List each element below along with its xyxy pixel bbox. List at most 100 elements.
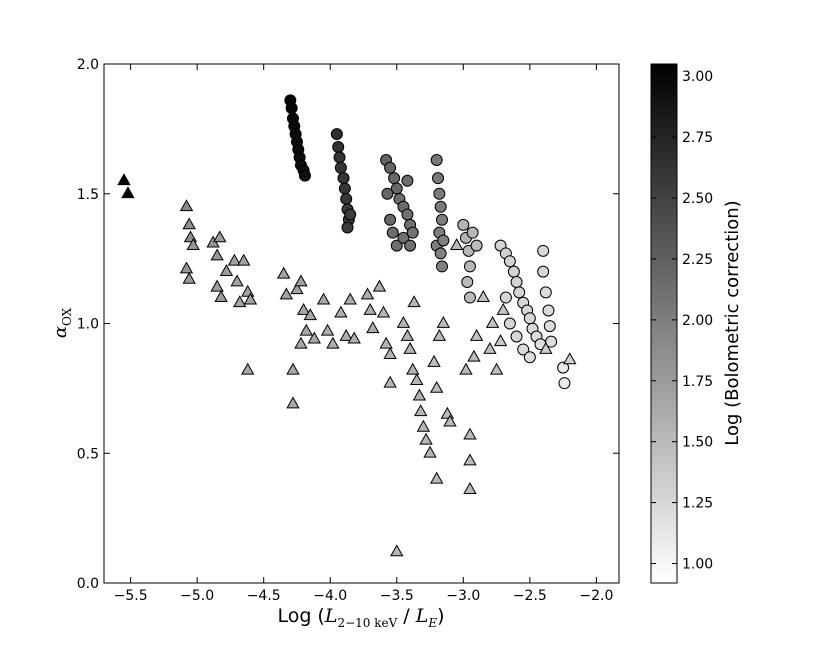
y-tick-label: 1.5 <box>77 187 99 203</box>
triangle-point <box>182 217 196 230</box>
triangle-point <box>179 261 194 274</box>
circle-point <box>557 361 570 374</box>
circle-point <box>463 291 476 304</box>
circle-point <box>437 234 450 247</box>
triangle-point <box>343 292 357 305</box>
x-tick-label: −2.5 <box>513 588 547 604</box>
circle-point <box>401 208 414 221</box>
triangle-point <box>339 328 353 341</box>
circle-point <box>337 172 350 185</box>
triangle-point <box>493 334 508 347</box>
circle-point <box>434 247 447 260</box>
triangle-point <box>290 282 304 295</box>
triangle-point <box>276 266 291 279</box>
triangle-point <box>432 328 447 341</box>
triangle-point <box>419 432 433 445</box>
circle-point <box>543 320 556 333</box>
triangle-point <box>400 328 415 341</box>
triangle-point <box>117 173 131 186</box>
circle-point <box>333 151 346 164</box>
triangle-point <box>416 419 431 432</box>
circle-point <box>523 351 536 364</box>
circle-point <box>503 255 516 268</box>
circle-point <box>461 275 474 288</box>
triangle-point <box>443 414 457 427</box>
circle-point <box>390 239 403 252</box>
colorbar-tick-label: 1.75 <box>682 374 713 390</box>
circle-point <box>436 213 449 226</box>
x-tick-label: −2.0 <box>579 588 613 604</box>
triangle-point <box>237 253 251 266</box>
triangle-point <box>227 253 242 266</box>
triangle-point <box>230 274 244 287</box>
x-tick-label: −5.0 <box>180 588 214 604</box>
circle-point <box>466 226 479 239</box>
circle-point <box>285 102 298 115</box>
triangle-point <box>467 349 481 362</box>
colorbar-tick-label: 2.25 <box>682 252 713 268</box>
x-label-prefix: Log ( <box>277 605 324 627</box>
triangle-point <box>427 354 441 367</box>
circle-point <box>539 286 552 299</box>
x-tick-label: −4.5 <box>247 588 281 604</box>
triangle-point <box>320 323 335 336</box>
x-label-suffix: ) <box>437 605 444 627</box>
colorbar-tick-label: 3.00 <box>682 69 713 85</box>
circle-point <box>330 128 343 141</box>
triangle-point <box>383 375 397 388</box>
triangle-point <box>489 362 504 375</box>
triangle-point <box>303 308 317 321</box>
circle-point <box>510 275 523 288</box>
x-tick-label: −5.5 <box>114 588 148 604</box>
triangle-point <box>469 328 484 341</box>
triangle-point <box>182 271 196 284</box>
circle-point <box>542 304 555 317</box>
marks <box>117 94 577 557</box>
x-tick-label: −4.0 <box>313 588 347 604</box>
triangle-point <box>316 292 331 305</box>
triangle-point <box>372 279 387 292</box>
triangle-point <box>286 362 300 375</box>
triangle-point <box>296 303 311 315</box>
triangle-point <box>406 362 420 375</box>
triangle-point <box>410 373 424 385</box>
circle-point <box>513 286 526 299</box>
triangle-point <box>210 279 224 292</box>
circle-point <box>381 187 394 200</box>
colorbar-tick-label: 1.00 <box>682 557 713 573</box>
triangle-point <box>210 248 224 261</box>
circle-point <box>406 226 419 239</box>
x-axis-label: Log (L2−10 keV / LE) <box>277 605 444 630</box>
y-axis-label: αOX <box>50 307 74 338</box>
colorbar-tick-label: 2.00 <box>682 313 713 329</box>
triangle-point <box>299 323 313 336</box>
circle-point <box>430 154 443 167</box>
circle-point <box>510 330 523 343</box>
triangle-point <box>563 352 577 365</box>
colorbar-tick-label: 1.50 <box>682 435 713 451</box>
plot-area <box>104 64 619 583</box>
circle-point <box>340 192 353 205</box>
y-tick-label: 0.5 <box>77 446 99 462</box>
triangle-point <box>476 290 490 302</box>
triangle-point <box>412 388 427 401</box>
circle-point <box>457 218 470 231</box>
colorbar-label: Log (Bolometric correction) <box>722 200 743 445</box>
circle-point <box>404 239 417 252</box>
circle-point <box>298 169 311 182</box>
x-tick-label: −3.0 <box>446 588 480 604</box>
x-label-sub2: E <box>427 616 437 630</box>
triangle-point <box>214 290 228 302</box>
triangle-point <box>423 445 437 458</box>
circle-point <box>401 174 414 187</box>
triangle-point <box>347 331 361 344</box>
circle-point <box>523 312 536 325</box>
circle-point <box>434 200 447 213</box>
circle-point <box>432 172 445 185</box>
circle-point <box>384 161 397 174</box>
triangle-point <box>326 336 340 349</box>
y-tick-label: 1.0 <box>77 317 99 333</box>
triangle-point <box>463 427 477 440</box>
